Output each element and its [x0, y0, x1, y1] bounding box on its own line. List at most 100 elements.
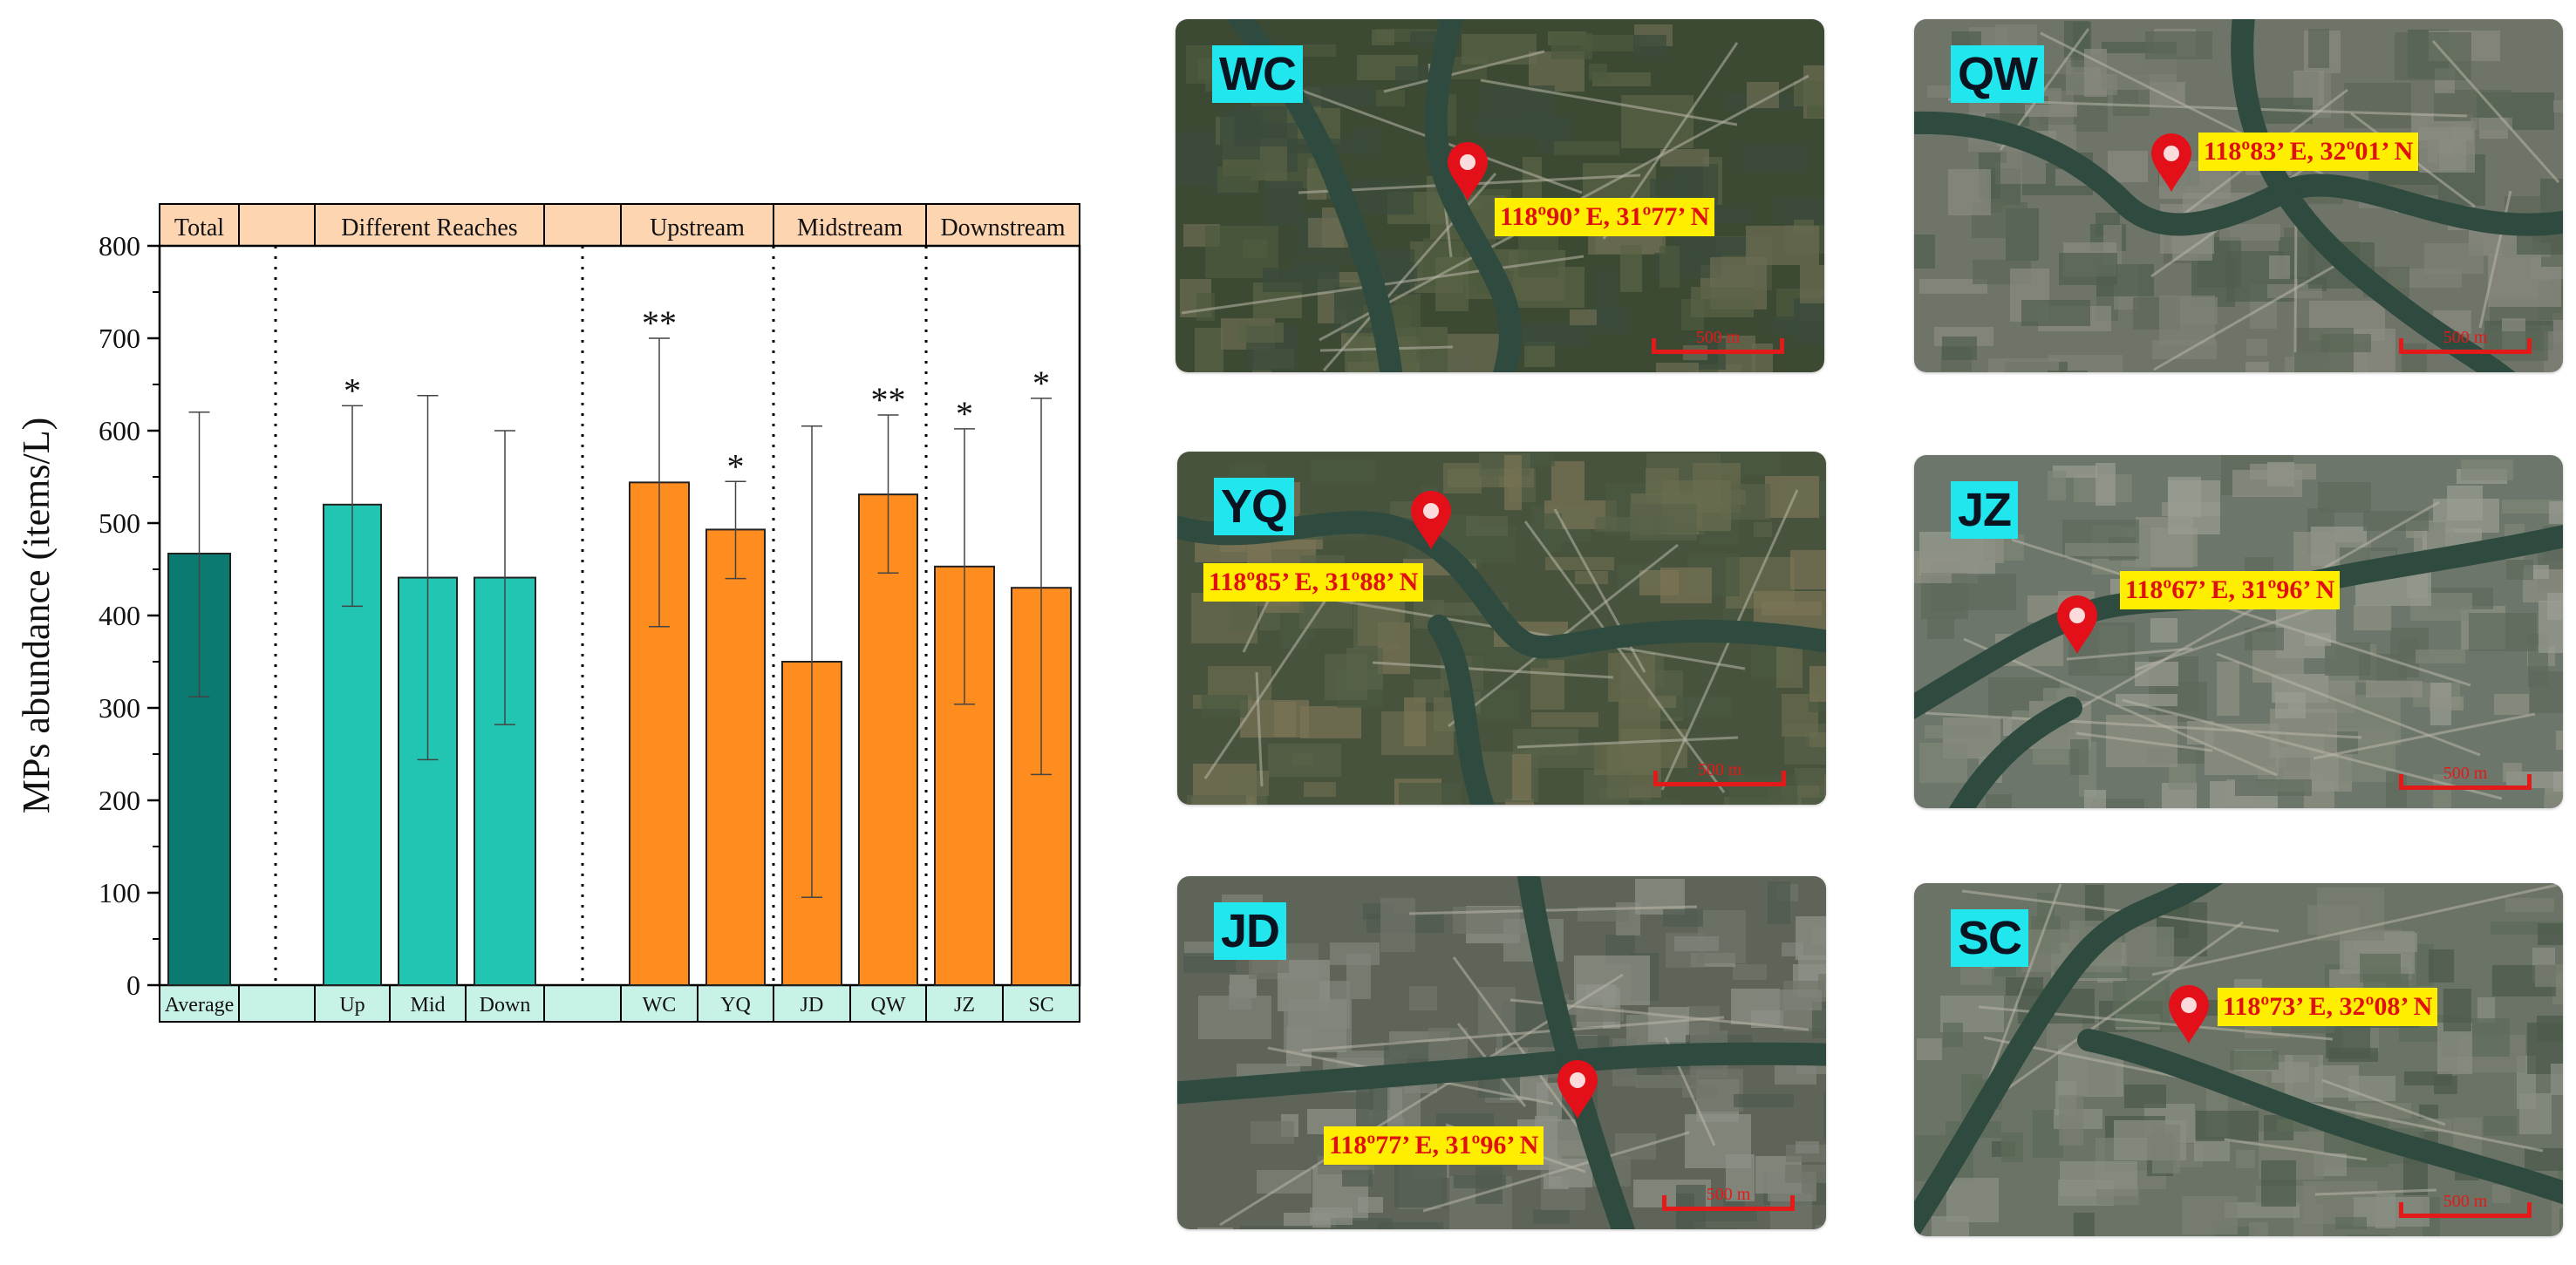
tick-label: WC	[643, 994, 677, 1017]
y-axis-label: MPs abundance (items/L)	[15, 418, 58, 814]
header-label: Midstream	[797, 214, 903, 241]
header-cell	[314, 203, 545, 247]
location-pin-icon	[2057, 595, 2097, 654]
header-cell	[543, 203, 622, 247]
scale-bar: 500 m	[1653, 760, 1786, 790]
bar	[858, 493, 918, 986]
scale-bar: 500 m	[1652, 328, 1784, 357]
site-label: WC	[1212, 45, 1303, 103]
footer-cell	[314, 984, 391, 1023]
scale-bar: 500 m	[2399, 1192, 2532, 1221]
location-pin-icon	[1448, 142, 1488, 201]
tick-label: SC	[1028, 994, 1053, 1017]
significance-mark: *	[956, 394, 973, 433]
footer-cell	[543, 984, 622, 1023]
significance-mark: *	[344, 371, 361, 410]
header-label: Total	[174, 214, 224, 241]
tick-label: JD	[801, 994, 824, 1017]
coordinate-label: 118º85’ E, 31º88’ N	[1203, 563, 1424, 602]
site-label: YQ	[1214, 478, 1295, 535]
tick-label: Average	[165, 994, 235, 1017]
header-label: Downstream	[940, 214, 1065, 241]
scale-bar-tick	[2399, 774, 2403, 790]
footer-cell	[1002, 984, 1080, 1023]
bar	[934, 565, 995, 986]
scale-bar-tick	[1662, 1195, 1666, 1211]
location-pin-icon	[2151, 133, 2191, 192]
scale-bar-label: 500 m	[2443, 764, 2488, 783]
y-tick-label: 0	[126, 969, 140, 1001]
site-label: JZ	[1951, 481, 2019, 539]
footer-cell	[620, 984, 699, 1023]
y-tick-label: 200	[99, 785, 140, 816]
satellite-image	[1914, 883, 2563, 1236]
coordinate-label: 118º90’ E, 31º77’ N	[1495, 198, 1715, 236]
scale-bar-line	[2399, 1214, 2532, 1218]
scale-bar-label: 500 m	[2443, 1192, 2488, 1211]
map-panel-jz: JZ 118º67’ E, 31º96’ N 500 m	[1914, 455, 2563, 808]
y-tick-label: 800	[99, 230, 140, 262]
scale-bar-line	[2399, 350, 2532, 354]
coordinate-label: 118º77’ E, 31º96’ N	[1324, 1126, 1544, 1165]
tick-label: Mid	[410, 994, 445, 1017]
footer-cell	[238, 984, 316, 1023]
tick-label: YQ	[720, 994, 751, 1017]
site-label: QW	[1951, 45, 2044, 103]
header-label: Upstream	[650, 214, 745, 241]
coordinate-label: 118º67’ E, 31º96’ N	[2120, 571, 2341, 609]
header-cell	[159, 203, 240, 247]
map-panel-jd: JD 118º77’ E, 31º96’ N 500 m	[1177, 876, 1826, 1229]
scale-bar-tick	[2527, 1202, 2532, 1218]
map-panel-yq: YQ 118º85’ E, 31º88’ N 500 m	[1177, 452, 1826, 805]
coordinate-label: 118º73’ E, 32º08’ N	[2218, 988, 2438, 1026]
scale-bar-tick	[2527, 774, 2532, 790]
scale-bar-line	[1662, 1207, 1795, 1211]
tick-label: QW	[871, 994, 906, 1017]
bar	[705, 528, 766, 986]
significance-mark: *	[1032, 364, 1050, 403]
location-pin-icon	[1557, 1060, 1598, 1119]
scale-bar-tick	[1790, 1195, 1795, 1211]
scale-bar: 500 m	[2399, 764, 2532, 793]
scale-bar-line	[2399, 786, 2532, 790]
satellite-image	[1914, 455, 2563, 808]
header-label: Different Reaches	[341, 214, 517, 241]
map-panel-qw: QW 118º83’ E, 32º01’ N 500 m	[1914, 19, 2563, 372]
scale-bar-label: 500 m	[1706, 1185, 1751, 1204]
location-pin-icon	[1411, 491, 1451, 549]
y-tick-label: 300	[99, 692, 140, 724]
map-panel-sc: SC 118º73’ E, 32º08’ N 500 m	[1914, 883, 2563, 1236]
header-cell	[238, 203, 316, 247]
y-tick-label: 100	[99, 877, 140, 908]
footer-cell	[773, 984, 851, 1023]
significance-mark: **	[642, 303, 677, 343]
scale-bar-line	[1653, 782, 1786, 786]
scale-bar-label: 500 m	[1695, 328, 1741, 347]
tick-label: Down	[480, 994, 531, 1017]
coordinate-label: 118º83’ E, 32º01’ N	[2198, 133, 2419, 171]
location-pin-icon	[2169, 985, 2209, 1044]
satellite-image	[1177, 452, 1826, 805]
footer-cell	[849, 984, 927, 1023]
tick-label: JZ	[954, 994, 975, 1017]
map-panel-wc: WC 118º90’ E, 31º77’ N 500 m	[1176, 19, 1824, 372]
scale-bar-tick	[2527, 338, 2532, 354]
significance-mark: **	[871, 380, 906, 419]
bar-chart: Total Different Reaches Upstream Midstream D…	[15, 203, 1081, 1023]
site-label: JD	[1214, 902, 1287, 960]
footer-cell	[389, 984, 467, 1023]
scale-bar-label: 500 m	[1697, 760, 1742, 779]
y-tick-label: 600	[99, 415, 140, 446]
y-tick-label: 400	[99, 600, 140, 631]
scale-bar-line	[1652, 350, 1784, 354]
scale-bar-tick	[2399, 338, 2403, 354]
scale-bar-tick	[1653, 771, 1658, 786]
scale-bar-tick	[1780, 338, 1784, 354]
footer-cell	[159, 984, 240, 1023]
y-tick-label: 700	[99, 323, 140, 354]
scale-bar-tick	[2399, 1202, 2403, 1218]
scale-bar-tick	[1782, 771, 1786, 786]
footer-cell	[465, 984, 545, 1023]
scale-bar: 500 m	[1662, 1185, 1795, 1214]
scale-bar-tick	[1652, 338, 1656, 354]
